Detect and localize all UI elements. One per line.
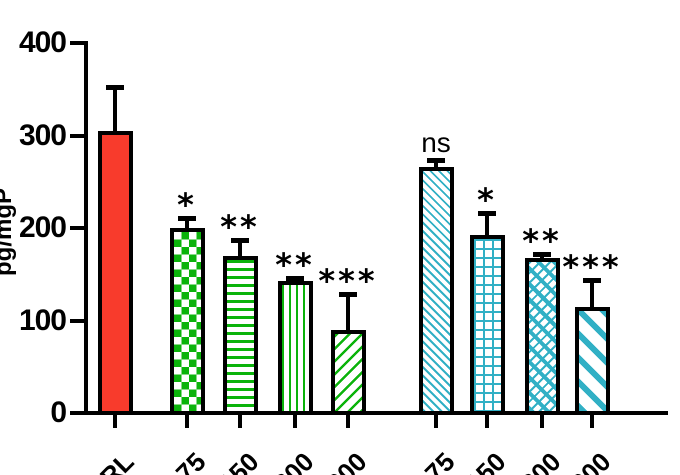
error-bar-stem [434,159,438,171]
error-bar-stem [238,240,242,260]
y-tick [70,411,86,415]
bar-75-1 [170,228,205,415]
x-tick [434,415,438,428]
error-bar-cap [478,211,496,217]
x-tick [185,415,189,428]
x-tick-label: CTRL [56,446,139,475]
error-bar-cap [533,251,551,257]
error-bar-cap [286,275,304,281]
error-bar-cap [339,291,357,297]
error-bar-cap [583,277,601,283]
error-bar-cap [427,157,445,163]
x-tick [485,415,489,428]
x-tick [346,415,350,428]
significance-label: ** [275,245,315,284]
x-tick-label: 75 [169,446,212,475]
significance-label: ns [421,126,451,158]
significance-label: *** [562,247,622,286]
error-bar-stem [485,213,489,240]
y-tick [70,318,86,323]
bar-300-7 [525,257,560,415]
significance-label: ** [522,221,562,260]
error-bar-stem [113,87,117,135]
x-tick [540,415,544,428]
y-axis-line [84,41,88,415]
x-tick-label: 75 [418,446,461,475]
error-bar-stem [185,217,189,232]
bar-600-4 [331,329,366,415]
x-tick [238,415,242,428]
bar-600-8 [575,306,610,415]
y-tick [70,133,86,138]
y-tick [70,226,86,230]
bar-150-6 [470,235,505,415]
x-axis-line [84,411,668,415]
y-tick-label: 200 [18,211,67,244]
error-bar-cap [106,85,124,91]
error-bar-cap [231,238,249,244]
y-tick-label: 400 [18,26,67,59]
bar-ctrl-0 [98,130,133,415]
y-tick-label: 300 [18,118,67,152]
y-tick-label: 0 [50,396,67,429]
bar-150-2 [223,255,258,415]
error-bar-stem [346,293,350,334]
x-tick [590,415,594,428]
error-bar-cap [178,215,196,221]
x-tick [293,415,297,428]
significance-label: * [477,181,497,220]
bar-75-5 [419,166,454,415]
significance-label: ** [220,208,260,247]
x-tick [113,415,117,428]
error-bar-stem [590,279,594,311]
y-tick [70,41,86,45]
bar-300-3 [278,280,313,415]
y-tick-label: 100 [18,303,67,337]
significance-label: *** [318,261,378,300]
significance-label: * [177,185,197,224]
